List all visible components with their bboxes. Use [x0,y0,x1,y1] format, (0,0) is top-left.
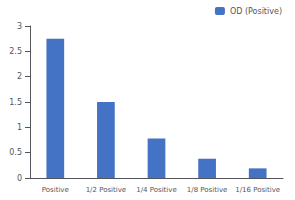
svg-text:Positive: Positive [42,186,69,194]
svg-text:0: 0 [17,174,22,183]
svg-text:3: 3 [17,22,22,31]
svg-text:1/4 Positive: 1/4 Positive [136,186,176,194]
svg-text:1: 1 [17,123,22,132]
svg-text:2.5: 2.5 [9,47,22,56]
svg-text:1/2 Positive: 1/2 Positive [86,186,126,194]
svg-text:2: 2 [17,72,22,81]
svg-text:1/8 Positive: 1/8 Positive [187,186,227,194]
svg-text:1/16 Positive: 1/16 Positive [235,186,280,194]
svg-text:OD (Positive): OD (Positive) [230,7,282,16]
svg-text:0.5: 0.5 [9,148,22,157]
svg-text:1.5: 1.5 [9,98,22,107]
